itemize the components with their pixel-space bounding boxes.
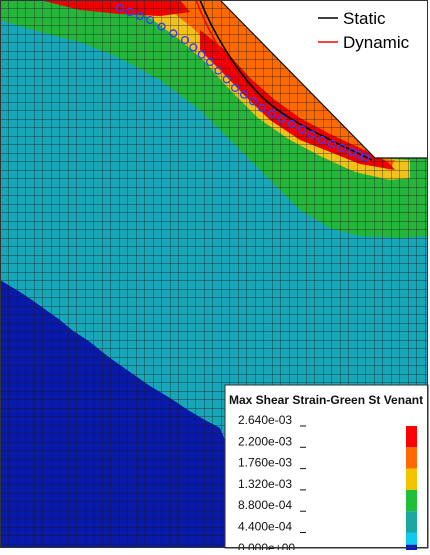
legend-dynamic-label: Dynamic [343,33,410,52]
slip-marker [239,90,249,99]
legend-value: 2.640e-03 [238,413,292,427]
slip-marker [180,35,190,45]
color-scale-legend: Max Shear Strain-Green St Venant 2.640e-… [224,384,429,555]
legend-value: 0.000e+00 [238,541,295,550]
legend-static-label: Static [343,9,386,28]
slip-marker [337,143,347,153]
slip-marker [205,57,215,67]
slip-marker [214,66,223,75]
slip-marker [230,83,240,93]
legend-box [224,384,429,549]
legend-title: Max Shear Strain-Green St Venant [229,393,423,407]
slip-marker [169,29,178,38]
slip-marker [157,22,166,31]
legend-swatch [406,426,417,448]
slip-marker [327,139,337,149]
slip-marker [361,153,370,162]
slip-marker [115,3,125,13]
legend-swatch [406,544,417,554]
slip-marker [287,119,297,129]
slip-marker [317,135,327,145]
legend-swatch [406,489,417,512]
legend-value: 4.400e-04 [238,520,292,534]
slip-marker [145,15,155,25]
slip-marker [257,103,267,113]
slip-marker [354,150,363,159]
slip-marker [222,75,231,84]
slip-marker [135,11,145,21]
slip-marker [347,147,357,157]
legend-swatch [406,468,417,490]
legend-swatch [406,447,417,469]
curve-legend: Static Dynamic [318,9,410,52]
slip-marker [277,114,287,123]
legend-value: 1.320e-03 [238,477,292,491]
slip-marker [189,43,198,52]
slip-surface-markers [115,3,370,162]
legend-swatch [406,532,417,554]
slip-marker [125,7,135,17]
slope-surface [219,0,428,159]
air-region [220,0,430,158]
legend-value: 8.800e-04 [238,498,292,512]
slip-marker [248,97,258,106]
legend-swatch [406,511,417,533]
slip-marker [267,109,277,118]
slip-marker [307,130,317,139]
slip-marker [197,50,206,59]
slip-marker [297,125,307,134]
legend-value: 2.200e-03 [238,434,292,448]
legend-value: 1.760e-03 [238,456,292,470]
